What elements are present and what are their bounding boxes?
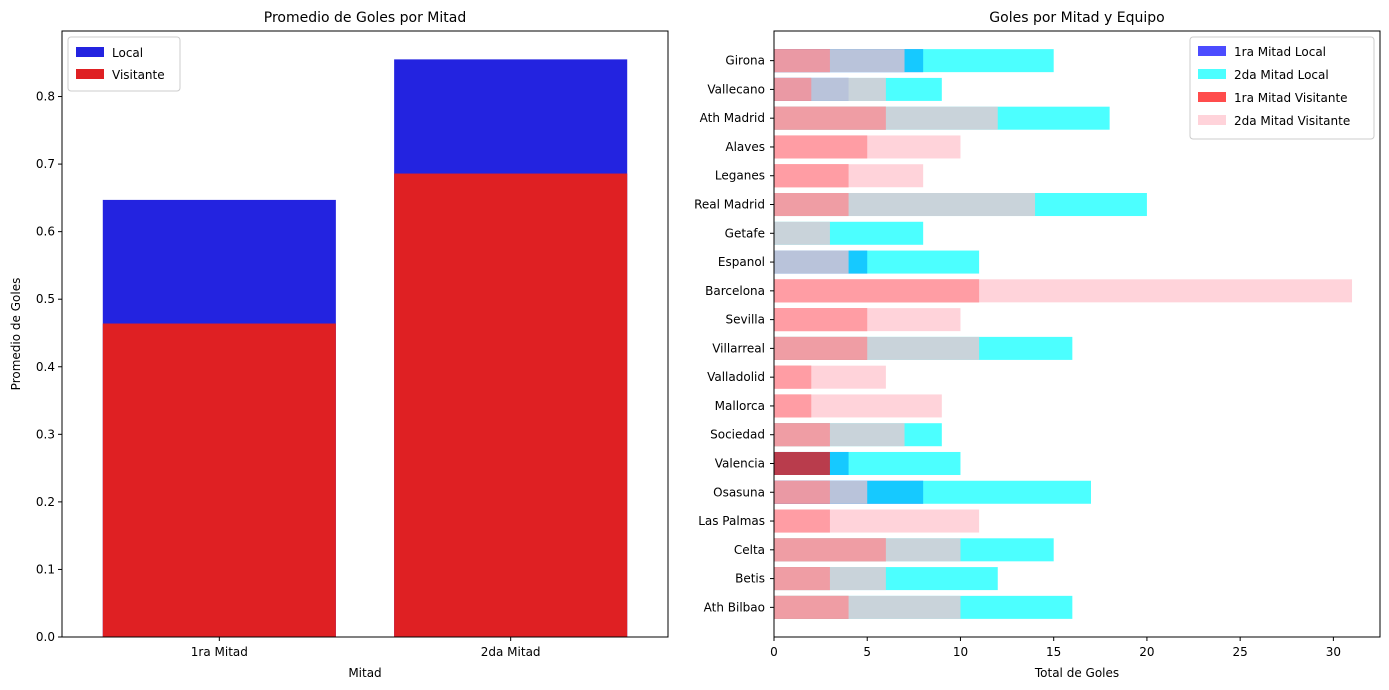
- bar-2da-mitad-visitante-betis: [774, 567, 886, 591]
- bar-visitante-1ra-mitad: [102, 323, 336, 637]
- y-tick-label: 0.8: [36, 90, 55, 104]
- bar-2da-mitad-visitante-ath-bilbao: [774, 595, 961, 619]
- goals-by-team-chart: Goles por Mitad y Equipo Girona Vallecano…: [694, 10, 1381, 680]
- legend-swatch-1ra-mitad-local: [1198, 46, 1226, 56]
- legend-swatch-1ra-mitad-visitante: [1198, 92, 1226, 102]
- bar-2da-mitad-visitante-sociedad: [774, 423, 905, 447]
- legend-swatch-2da-mitad-visitante: [1198, 115, 1226, 125]
- legend-swatch-2da-mitad-local: [1198, 69, 1226, 79]
- x-axis-ticks: 1ra Mitad 2da Mitad: [191, 637, 541, 659]
- x-tick-label: 20: [1139, 645, 1154, 659]
- x-tick-label: 15: [1046, 645, 1061, 659]
- y-tick-label: Alaves: [725, 140, 765, 154]
- plot-frame: [773, 30, 1381, 638]
- y-tick-label: Ath Bilbao: [704, 600, 765, 614]
- bar-2da-mitad-visitante-leganes: [774, 164, 924, 188]
- bar-2da-mitad-visitante-villarreal: [774, 336, 980, 360]
- y-tick-label: 0.4: [36, 360, 55, 374]
- bar-2da-mitad-visitante-barcelona: [774, 279, 1353, 303]
- y-tick-label: Osasuna: [713, 485, 765, 499]
- x-axis-label: Mitad: [348, 666, 381, 680]
- x-tick-label: 30: [1326, 645, 1341, 659]
- y-tick-label: Valladolid: [707, 370, 765, 384]
- y-tick-label: Barcelona: [705, 284, 765, 298]
- y-tick-label: Mallorca: [715, 399, 765, 413]
- y-tick-label: Real Madrid: [694, 198, 765, 212]
- y-tick-label: 0.6: [36, 225, 55, 239]
- y-tick-label: Vallecano: [707, 82, 765, 96]
- average-goals-chart: Promedio de Goles por Mitad 0.0 0.1 0.2 0.3…: [9, 10, 669, 680]
- x-axis-label: Total de Goles: [1034, 666, 1119, 680]
- legend-label-visitante: Visitante: [112, 68, 165, 82]
- legend-label-1ra-mitad-local: 1ra Mitad Local: [1234, 45, 1326, 59]
- legend-label-2da-mitad-local: 2da Mitad Local: [1234, 68, 1329, 82]
- bar-2da-mitad-visitante-mallorca: [774, 394, 942, 418]
- bar-2da-mitad-visitante-real-madrid: [774, 193, 1036, 217]
- legend: Local Visitante: [67, 36, 181, 92]
- y-tick-label: 0.0: [36, 630, 55, 644]
- chart-title: Goles por Mitad y Equipo: [989, 10, 1164, 26]
- bar-1ra-mitad-visitante-valencia: [774, 451, 830, 475]
- y-tick-label: Sociedad: [710, 428, 765, 442]
- bars-group: [102, 59, 628, 638]
- y-tick-label: 0.5: [36, 292, 55, 306]
- y-tick-label: Girona: [725, 54, 765, 68]
- legend-swatch-visitante: [76, 69, 104, 79]
- legend: 1ra Mitad Local 2da Mitad Local 1ra Mitad …: [1189, 36, 1375, 140]
- legend-box: [1189, 36, 1375, 140]
- bar-2da-mitad-visitante-espanol: [774, 250, 849, 274]
- y-tick-label: 0.1: [36, 562, 55, 576]
- y-tick-label: 0.7: [36, 157, 55, 171]
- bar-visitante-2da-mitad: [394, 173, 628, 637]
- y-axis-label: Promedio de Goles: [9, 278, 23, 391]
- bar-2da-mitad-visitante-alaves: [774, 135, 961, 159]
- bar-2da-mitad-visitante-getafe: [774, 221, 830, 245]
- y-tick-label: Celta: [734, 543, 765, 557]
- x-tick-label: 10: [953, 645, 968, 659]
- bar-2da-mitad-visitante-valladolid: [774, 365, 886, 389]
- x-axis-ticks: 0 5 10 15 20 25 30: [770, 637, 1341, 659]
- x-tick-label: 1ra Mitad: [191, 645, 248, 659]
- legend-swatch-local: [76, 47, 104, 57]
- x-tick-label: 25: [1233, 645, 1248, 659]
- x-tick-label: 0: [770, 645, 778, 659]
- bar-2da-mitad-visitante-ath-madrid: [774, 106, 998, 130]
- y-axis-ticks: Girona Vallecano Ath Madrid Alaves Leganes Re…: [694, 54, 774, 614]
- y-tick-label: Villarreal: [712, 341, 765, 355]
- y-tick-label: 0.3: [36, 427, 55, 441]
- y-tick-label: Ath Madrid: [700, 111, 765, 125]
- y-tick-label: Betis: [735, 572, 765, 586]
- legend-label-1ra-mitad-visitante: 1ra Mitad Visitante: [1234, 91, 1348, 105]
- bar-2da-mitad-visitante-celta: [774, 538, 961, 562]
- chart-title: Promedio de Goles por Mitad: [264, 10, 466, 26]
- legend-label-2da-mitad-visitante: 2da Mitad Visitante: [1234, 114, 1350, 128]
- bar-2da-mitad-visitante-osasuna: [774, 480, 868, 504]
- y-tick-label: Las Palmas: [698, 514, 765, 528]
- bar-2da-mitad-visitante-vallecano: [774, 77, 886, 101]
- bars-group: [774, 49, 1353, 619]
- legend-label-local: Local: [112, 46, 143, 60]
- bar-2da-mitad-visitante-sevilla: [774, 308, 961, 332]
- bar-2da-mitad-visitante-girona: [774, 49, 905, 73]
- x-tick-label: 2da Mitad: [481, 645, 541, 659]
- bar-2da-mitad-visitante-las-palmas: [774, 509, 980, 533]
- x-tick-label: 5: [863, 645, 871, 659]
- plot-frame: [61, 30, 669, 638]
- y-tick-label: Getafe: [725, 226, 765, 240]
- y-tick-label: Leganes: [715, 169, 765, 183]
- y-tick-label: Espanol: [718, 255, 765, 269]
- y-tick-label: Valencia: [715, 456, 765, 470]
- y-axis-ticks: 0.0 0.1 0.2 0.3 0.4 0.5 0.6 0.7 0.8: [36, 90, 62, 644]
- y-tick-label: Sevilla: [726, 313, 765, 327]
- y-tick-label: 0.2: [36, 495, 55, 509]
